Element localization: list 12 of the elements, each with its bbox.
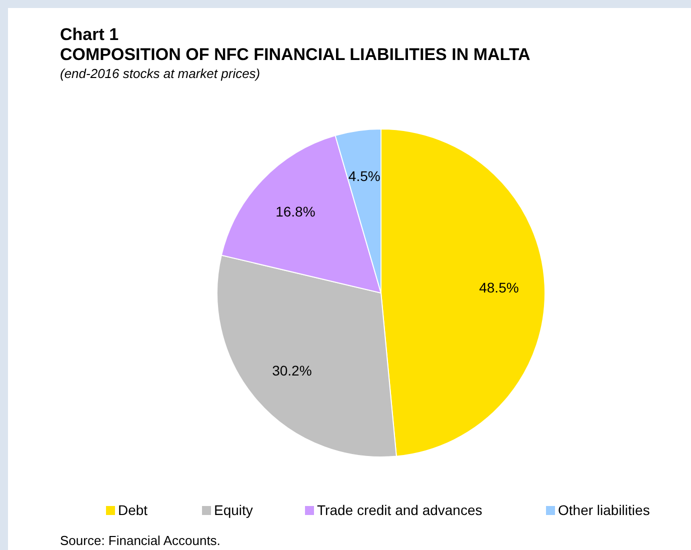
data-label: 48.5%	[479, 279, 519, 296]
data-label: 4.5%	[348, 168, 380, 184]
data-label: 16.8%	[276, 204, 316, 220]
chart-title: Chart 1	[60, 25, 119, 44]
text: (end-2016 stocks at market prices)	[60, 66, 260, 81]
legend-label: Other liabilities	[558, 502, 650, 518]
chart-subtitle: COMPOSITION OF NFC FINANCIAL LIABILITIES IN MALTA	[60, 45, 530, 64]
data-label: 30.2%	[272, 362, 312, 378]
legend-label: Equity	[214, 502, 253, 518]
legend-label: Trade credit and advances	[317, 502, 482, 518]
source-note: Source: Financial Accounts.	[60, 533, 220, 548]
legend-label: Debt	[118, 502, 148, 518]
